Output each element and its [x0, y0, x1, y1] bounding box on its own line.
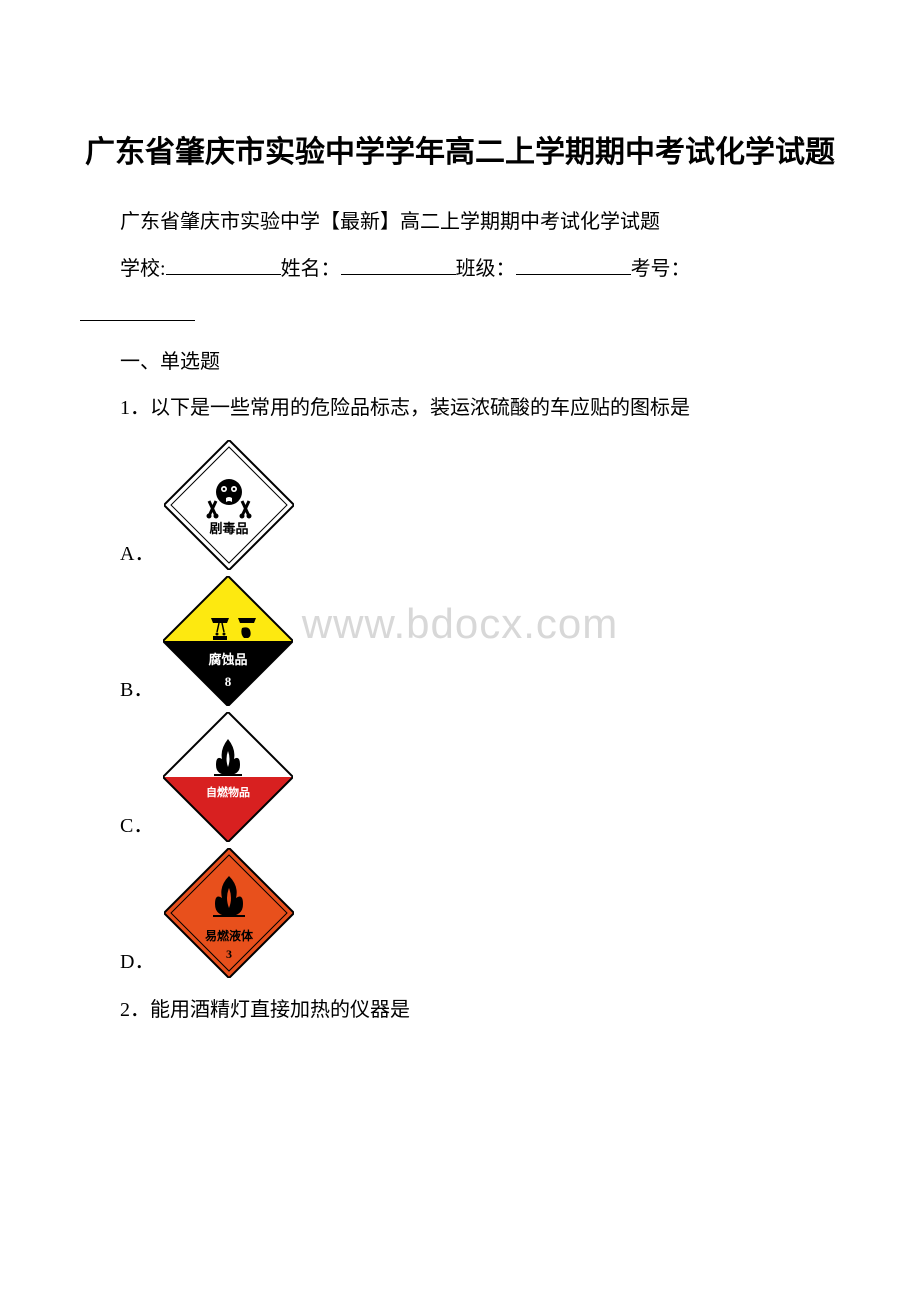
option-c-label: C． [120, 816, 153, 842]
name-label: 姓名： [281, 258, 341, 280]
school-label: 学校: [120, 258, 166, 280]
question-1: 1．以下是一些常用的危险品标志，装运浓硫酸的车应贴的图标是 [80, 392, 840, 424]
hazard-sign-corrosive: 腐蚀品 8 [163, 576, 293, 706]
school-blank [166, 253, 281, 275]
section-heading: 一、单选题 [80, 345, 840, 374]
option-d-row: D． 易燃液体 3 [80, 848, 840, 978]
option-c-row: C． 自燃物品 [80, 712, 840, 842]
q2-number: 2． [120, 999, 150, 1021]
sign-b-text: 腐蚀品 [209, 652, 248, 667]
option-a-label: A． [120, 544, 154, 570]
sign-d-text: 易燃液体 [205, 928, 254, 943]
q2-text: 2．能用酒精灯直接加热的仪器是 [80, 994, 840, 1026]
option-d-label: D． [120, 952, 154, 978]
id-label: 考号： [631, 258, 691, 280]
name-blank [341, 253, 456, 275]
question-2: 2．能用酒精灯直接加热的仪器是 [80, 994, 840, 1026]
form-line: 学校: 姓名： 班级： 考号： [80, 252, 840, 281]
q1-body: 以下是一些常用的危险品标志，装运浓硫酸的车应贴的图标是 [150, 397, 690, 419]
form-line-2 [80, 299, 840, 327]
subtitle: 广东省肇庆市实验中学【最新】高二上学期期中考试化学试题 [80, 205, 840, 234]
sign-d-number: 3 [226, 947, 232, 961]
sign-c-text: 自燃物品 [206, 785, 250, 799]
page-title: 广东省肇庆市实验中学学年高二上学期期中考试化学试题 [80, 130, 840, 175]
hazard-sign-toxic: 剧毒品 [164, 440, 294, 570]
q1-text: 1．以下是一些常用的危险品标志，装运浓硫酸的车应贴的图标是 [80, 392, 840, 424]
option-b-label: B． [120, 680, 153, 706]
class-blank [516, 253, 631, 275]
class-label: 班级： [456, 258, 516, 280]
option-b-row: B． [80, 576, 840, 706]
hazard-sign-flammable: 易燃液体 3 [164, 848, 294, 978]
option-a-row: A． [80, 440, 840, 570]
q1-number: 1． [120, 397, 150, 419]
id-blank [80, 299, 195, 321]
hazard-sign-spontaneous: 自燃物品 [163, 712, 293, 842]
q2-body: 能用酒精灯直接加热的仪器是 [150, 999, 410, 1021]
sign-b-number: 8 [225, 674, 232, 689]
sign-a-text: 剧毒品 [210, 521, 249, 536]
